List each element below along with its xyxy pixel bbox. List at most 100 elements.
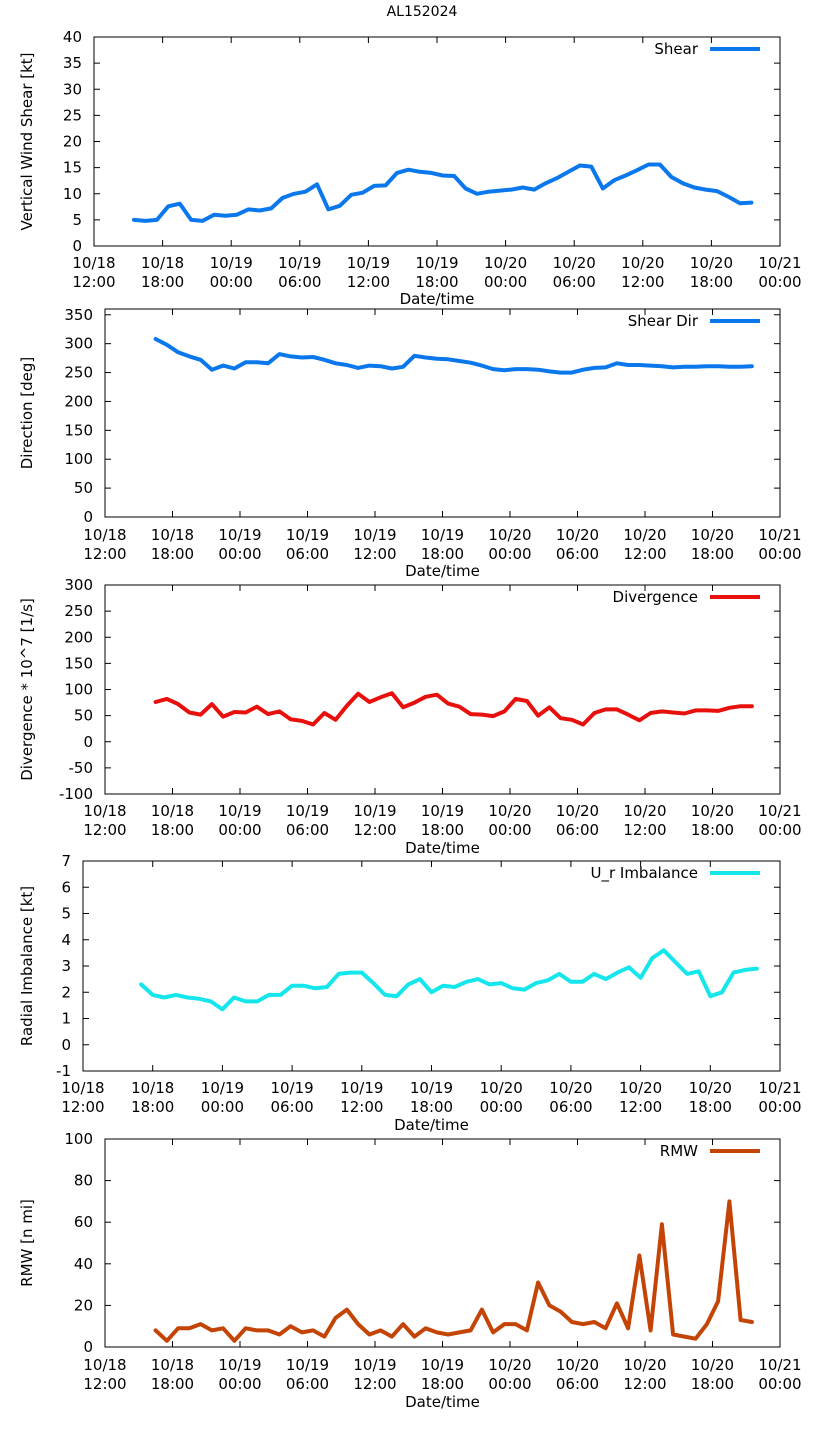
y-tick-label: 25 bbox=[63, 106, 82, 124]
data-point bbox=[727, 1199, 731, 1203]
data-point bbox=[165, 1339, 169, 1343]
data-point bbox=[557, 972, 561, 976]
plot-frame bbox=[82, 860, 781, 1072]
data-point bbox=[424, 1326, 428, 1330]
series-line bbox=[153, 1199, 754, 1343]
data-point bbox=[469, 361, 473, 365]
data-point bbox=[224, 214, 228, 218]
y-tick-label: -50 bbox=[69, 759, 94, 777]
data-point bbox=[266, 712, 270, 716]
data-point bbox=[406, 168, 410, 172]
data-point bbox=[525, 699, 529, 703]
data-point bbox=[739, 704, 743, 708]
data-point bbox=[469, 1328, 473, 1332]
data-point bbox=[322, 358, 326, 362]
x-axis-label: Date/time bbox=[405, 839, 480, 857]
data-point bbox=[567, 170, 571, 174]
x-tick-label-date: 10/20 bbox=[488, 802, 531, 820]
data-point bbox=[418, 170, 422, 174]
data-point bbox=[279, 993, 283, 997]
data-point bbox=[685, 972, 689, 976]
data-point bbox=[395, 171, 399, 175]
data-point bbox=[604, 365, 608, 369]
y-tick-label: 35 bbox=[63, 54, 82, 72]
figure-title: AL152024 bbox=[387, 4, 458, 20]
data-point bbox=[649, 1328, 653, 1332]
data-point bbox=[522, 988, 526, 992]
x-tick-label-date: 10/19 bbox=[421, 802, 464, 820]
panel-rmw: 02040608010010/1812:0010/1818:0010/1900:… bbox=[18, 1130, 802, 1411]
data-point bbox=[367, 700, 371, 704]
data-point bbox=[514, 697, 518, 701]
data-point bbox=[267, 993, 271, 997]
y-tick-label: 0 bbox=[83, 1338, 93, 1356]
data-point bbox=[383, 993, 387, 997]
x-tick-label-time: 00:00 bbox=[758, 545, 801, 563]
data-point bbox=[660, 364, 664, 368]
data-point bbox=[322, 711, 326, 715]
x-tick-label-date: 10/21 bbox=[758, 1356, 801, 1374]
data-point bbox=[430, 990, 434, 994]
data-point bbox=[658, 163, 662, 167]
data-point bbox=[209, 999, 213, 1003]
y-tick-label: 50 bbox=[74, 479, 93, 497]
data-point bbox=[704, 188, 708, 192]
data-point bbox=[480, 1308, 484, 1312]
x-tick-label-date: 10/20 bbox=[556, 526, 599, 544]
data-point bbox=[671, 711, 675, 715]
x-tick-label-time: 06:00 bbox=[270, 1098, 313, 1116]
data-point bbox=[289, 354, 293, 358]
x-tick-label-time: 18:00 bbox=[421, 1375, 464, 1393]
x-tick-label-time: 12:00 bbox=[61, 1098, 104, 1116]
data-point bbox=[544, 181, 548, 185]
data-point bbox=[555, 176, 559, 180]
data-point bbox=[475, 192, 479, 196]
data-point bbox=[199, 358, 203, 362]
y-axis-label: Radial Imbalance [kt] bbox=[18, 886, 36, 1046]
x-tick-label-time: 06:00 bbox=[556, 1375, 599, 1393]
y-tick-label: 80 bbox=[74, 1172, 93, 1190]
data-point bbox=[624, 174, 628, 178]
x-tick-label-date: 10/21 bbox=[758, 526, 801, 544]
data-point bbox=[669, 175, 673, 179]
data-point bbox=[547, 1303, 551, 1307]
x-axis-label: Date/time bbox=[405, 1393, 480, 1411]
y-tick-label: 40 bbox=[74, 1255, 93, 1273]
data-point bbox=[187, 1326, 191, 1330]
data-point bbox=[361, 191, 365, 195]
data-point bbox=[162, 996, 166, 1000]
data-point bbox=[581, 980, 585, 984]
data-point bbox=[708, 994, 712, 998]
x-tick-label-date: 10/19 bbox=[421, 1356, 464, 1374]
x-tick-label-date: 10/19 bbox=[353, 1356, 396, 1374]
series-line bbox=[139, 948, 759, 1012]
x-tick-label-time: 12:00 bbox=[621, 273, 664, 291]
x-tick-label-time: 00:00 bbox=[758, 1375, 801, 1393]
data-point bbox=[300, 719, 304, 723]
data-point bbox=[429, 171, 433, 175]
x-tick-label-date: 10/19 bbox=[410, 1079, 453, 1097]
data-point bbox=[313, 986, 317, 990]
x-tick-label-date: 10/19 bbox=[201, 1079, 244, 1097]
x-tick-label-date: 10/20 bbox=[689, 1079, 732, 1097]
x-tick-label-time: 12:00 bbox=[347, 273, 390, 291]
data-point bbox=[401, 705, 405, 709]
data-point bbox=[581, 368, 585, 372]
plot-frame bbox=[104, 1138, 781, 1348]
x-tick-label-date: 10/18 bbox=[61, 1079, 104, 1097]
data-point bbox=[647, 163, 651, 167]
data-point bbox=[682, 712, 686, 716]
x-tick-label-time: 18:00 bbox=[689, 1098, 732, 1116]
data-point bbox=[570, 371, 574, 375]
data-point bbox=[176, 350, 180, 354]
x-tick-label-time: 12:00 bbox=[353, 821, 396, 839]
x-tick-label-date: 10/19 bbox=[415, 254, 458, 272]
data-point bbox=[509, 188, 513, 192]
data-point bbox=[189, 218, 193, 222]
x-tick-label-date: 10/20 bbox=[556, 1356, 599, 1374]
data-point bbox=[390, 691, 394, 695]
x-tick-label-date: 10/19 bbox=[286, 526, 329, 544]
data-point bbox=[705, 708, 709, 712]
data-point bbox=[412, 1335, 416, 1339]
data-point bbox=[615, 971, 619, 975]
